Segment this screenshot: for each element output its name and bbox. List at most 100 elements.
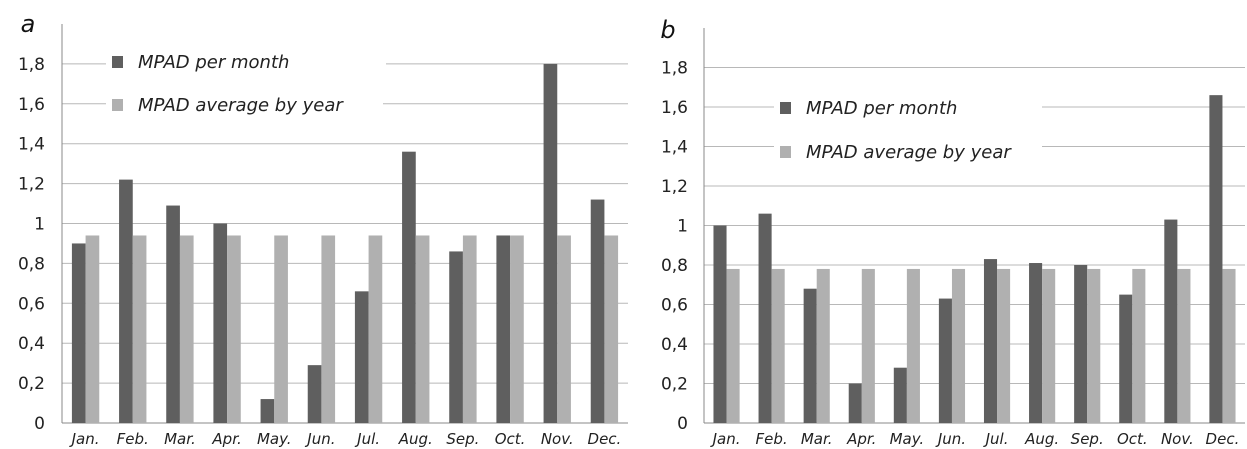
- y-tick-label: 0,2: [18, 374, 45, 394]
- bar-mpad-average: [179, 235, 194, 423]
- y-tick-label: 0: [34, 414, 45, 434]
- x-category-label: Mar.: [164, 430, 196, 448]
- y-tick-label: 1,6: [18, 95, 45, 115]
- legend-background: [106, 91, 383, 119]
- legend-swatch: [780, 146, 791, 158]
- bar-mpad-per-month: [713, 225, 727, 423]
- bar-mpad-per-month: [1119, 294, 1133, 423]
- bar-mpad-per-month: [803, 288, 817, 423]
- bar-mpad-average: [227, 235, 241, 423]
- x-category-label: Aug.: [1024, 430, 1059, 448]
- bar-mpad-average: [510, 235, 524, 423]
- bar-mpad-average: [997, 268, 1011, 423]
- bar-mpad-per-month: [1074, 265, 1088, 423]
- bar-mpad-average: [906, 268, 920, 423]
- bar-mpad-average: [726, 268, 740, 423]
- x-category-label: Sep.: [446, 430, 479, 448]
- x-category-label: Nov.: [1161, 430, 1194, 448]
- x-category-label: Jan.: [710, 430, 741, 448]
- bar-mpad-per-month: [1029, 263, 1043, 423]
- chart-b-svg: 0 0,2 0,4 0,6 0,8 1 1,2 1,4 1,6 1,8 Jan. Feb. Mar. Ap…: [660, 16, 1245, 448]
- bar-mpad-average: [321, 235, 336, 423]
- bar-mpad-per-month: [260, 399, 275, 423]
- legend-label: MPAD average by year: [806, 142, 1012, 163]
- panel-label: a: [21, 10, 36, 38]
- legend-label: MPAD per month: [806, 98, 957, 119]
- legend-swatch: [112, 99, 123, 111]
- y-tick-label: 1,4: [661, 138, 688, 158]
- bar-mpad-average: [85, 235, 100, 423]
- bar-mpad-per-month: [449, 251, 463, 423]
- bar-mpad-per-month: [213, 223, 228, 423]
- y-tick-label: 1,4: [18, 135, 45, 155]
- bar-mpad-per-month: [590, 199, 605, 423]
- legend-background: [774, 138, 1042, 166]
- y-tick-label: 0: [677, 414, 688, 434]
- legend-swatch: [112, 56, 123, 68]
- bar-mpad-per-month: [71, 243, 86, 423]
- bar-mpad-per-month: [119, 179, 133, 423]
- panel-label: b: [660, 16, 675, 44]
- y-tick-label: 0,4: [661, 335, 688, 355]
- bar-mpad-average: [274, 235, 288, 423]
- bar-mpad-per-month: [402, 151, 416, 423]
- bar-mpad-average: [368, 235, 383, 423]
- x-category-label: Nov.: [541, 430, 574, 448]
- bar-mpad-average: [462, 235, 477, 423]
- x-category-label: Sep.: [1071, 430, 1104, 448]
- y-tick-label: 1,2: [18, 175, 45, 195]
- bar-mpad-average: [861, 268, 875, 423]
- legend-background: [106, 48, 386, 76]
- x-category-label: Aug.: [398, 430, 433, 448]
- y-tick-label: 0,6: [18, 294, 45, 314]
- bar-mpad-average: [604, 235, 619, 423]
- bar-mpad-per-month: [1209, 95, 1223, 424]
- bar-mpad-per-month: [307, 365, 322, 423]
- chart-panel-b: 0 0,2 0,4 0,6 0,8 1 1,2 1,4 1,6 1,8 Jan. Feb. Mar. Ap…: [634, 0, 1247, 449]
- bar-mpad-per-month: [938, 298, 952, 423]
- bar-mpad-average: [1132, 268, 1146, 423]
- bar-mpad-average: [1177, 268, 1191, 423]
- bar-mpad-average: [951, 268, 966, 423]
- x-category-label: Apr.: [846, 430, 876, 448]
- bar-mpad-average: [1222, 268, 1236, 423]
- x-category-label: Feb.: [756, 430, 788, 448]
- x-category-label: Apr.: [211, 430, 241, 448]
- x-category-label: Dec.: [1206, 430, 1240, 448]
- bar-mpad-average: [557, 235, 571, 423]
- y-tick-label: 1,8: [18, 55, 45, 75]
- bar-mpad-per-month: [758, 213, 772, 423]
- legend-background: [774, 94, 1042, 122]
- bar-mpad-per-month: [496, 235, 511, 423]
- bar-mpad-per-month: [848, 383, 862, 423]
- chart-panel-a: 0 0,2 0,4 0,6 0,8 1 1,2 1,4 1,6 1,8 Jan. Feb. Mar. Ap…: [18, 10, 628, 448]
- x-category-label: Oct.: [495, 430, 526, 448]
- legend-swatch: [780, 102, 791, 114]
- y-tick-label: 0,2: [661, 375, 688, 395]
- bar-mpad-average: [1087, 268, 1101, 423]
- y-tick-label: 0,4: [18, 334, 45, 354]
- y-tick-label: 1,6: [661, 98, 688, 118]
- y-tick-label: 0,8: [661, 256, 688, 276]
- x-category-label: May.: [890, 430, 925, 448]
- bar-mpad-average: [132, 235, 147, 423]
- bar-mpad-average: [771, 268, 785, 423]
- bar-mpad-per-month: [983, 259, 998, 423]
- x-category-label: Jun.: [935, 430, 966, 448]
- bar-mpad-per-month: [354, 291, 369, 423]
- bar-mpad-per-month: [166, 205, 180, 423]
- x-category-label: Jul.: [983, 430, 1009, 448]
- bar-mpad-per-month: [1164, 219, 1178, 423]
- x-category-label: Oct.: [1117, 430, 1148, 448]
- y-tick-label: 1: [677, 217, 688, 237]
- x-category-label: Jul.: [354, 430, 380, 448]
- legend-label: MPAD per month: [138, 52, 289, 73]
- y-tick-label: 1,8: [661, 59, 688, 79]
- chart-a-svg: 0 0,2 0,4 0,6 0,8 1 1,2 1,4 1,6 1,8 Jan. Feb. Mar. Ap…: [18, 10, 628, 448]
- bar-mpad-per-month: [893, 367, 907, 423]
- y-tick-label: 1,2: [661, 177, 688, 197]
- bar-mpad-average: [816, 268, 830, 423]
- y-tick-label: 1: [34, 215, 45, 235]
- x-category-label: Mar.: [801, 430, 833, 448]
- y-tick-label: 0,6: [661, 296, 688, 316]
